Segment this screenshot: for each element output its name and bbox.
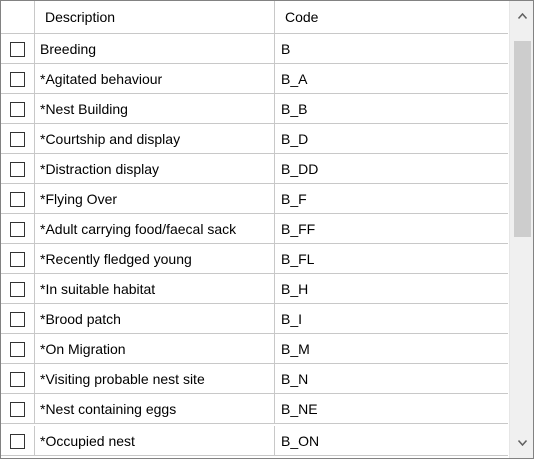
row-checkbox[interactable]: [10, 161, 25, 177]
header-check-column: [1, 1, 35, 33]
description-cell[interactable]: *On Migration: [35, 334, 275, 363]
row-checkbox-cell: [1, 184, 35, 213]
row-checkbox-cell: [1, 94, 35, 123]
code-cell[interactable]: B_A: [281, 70, 308, 87]
row-checkbox[interactable]: [10, 101, 25, 117]
table-row[interactable]: *Visiting probable nest site B_N: [1, 364, 508, 394]
table-row[interactable]: *Brood patch B_I: [1, 304, 508, 334]
description-cell[interactable]: *Nest containing eggs: [35, 394, 275, 423]
description-cell[interactable]: Breeding: [35, 34, 275, 63]
description-cell[interactable]: *Nest Building: [35, 94, 275, 123]
code-cell[interactable]: B_NE: [281, 400, 318, 417]
code-cell[interactable]: B_N: [281, 370, 309, 387]
code-cell[interactable]: B_M: [281, 340, 310, 357]
vertical-scrollbar[interactable]: [509, 1, 533, 458]
row-checkbox[interactable]: [10, 341, 25, 357]
code-cell[interactable]: B_H: [281, 280, 309, 297]
code-cell[interactable]: B_FF: [281, 220, 316, 237]
header-code[interactable]: Code: [285, 9, 319, 25]
code-cell[interactable]: B_D: [281, 130, 309, 147]
chevron-down-icon: [517, 440, 527, 446]
table-row[interactable]: *Flying Over B_F: [1, 184, 508, 214]
description-cell[interactable]: *Brood patch: [35, 304, 275, 333]
row-checkbox[interactable]: [10, 191, 25, 207]
code-cell[interactable]: B_FL: [281, 250, 315, 267]
row-checkbox[interactable]: [10, 221, 25, 237]
row-checkbox-cell: [1, 426, 35, 455]
row-checkbox[interactable]: [10, 401, 25, 417]
row-checkbox[interactable]: [10, 311, 25, 327]
description-cell[interactable]: *Distraction display: [35, 154, 275, 183]
table-row[interactable]: *Courtship and display B_D: [1, 124, 508, 154]
row-checkbox[interactable]: [10, 251, 25, 267]
grid-header: Description Code: [1, 1, 508, 34]
code-cell[interactable]: B_I: [281, 310, 303, 327]
row-checkbox-cell: [1, 304, 35, 333]
table-row[interactable]: *Nest containing eggs B_NE: [1, 394, 508, 424]
grid-body: Description Code Breeding B *Agitated beha…: [1, 1, 508, 458]
row-checkbox[interactable]: [10, 71, 25, 87]
table-row[interactable]: *Nest Building B_B: [1, 94, 508, 124]
row-checkbox-cell: [1, 394, 35, 423]
description-cell[interactable]: *In suitable habitat: [35, 274, 275, 303]
table-row[interactable]: *In suitable habitat B_H: [1, 274, 508, 304]
scrollbar-thumb[interactable]: [514, 41, 531, 237]
table-row[interactable]: *On Migration B_M: [1, 334, 508, 364]
row-checkbox-cell: [1, 334, 35, 363]
description-cell[interactable]: *Visiting probable nest site: [35, 364, 275, 393]
row-checkbox-cell: [1, 364, 35, 393]
code-cell[interactable]: B_F: [281, 190, 307, 207]
table-row[interactable]: *Recently fledged young B_FL: [1, 244, 508, 274]
scroll-up-button[interactable]: [510, 1, 533, 31]
row-checkbox[interactable]: [10, 433, 25, 449]
description-cell[interactable]: *Courtship and display: [35, 124, 275, 153]
row-checkbox[interactable]: [10, 371, 25, 387]
row-checkbox[interactable]: [10, 41, 25, 57]
row-checkbox-cell: [1, 214, 35, 243]
chevron-up-icon: [517, 13, 527, 19]
description-cell[interactable]: *Flying Over: [35, 184, 275, 213]
row-checkbox-cell: [1, 124, 35, 153]
row-checkbox-cell: [1, 274, 35, 303]
description-cell[interactable]: *Recently fledged young: [35, 244, 275, 273]
table-row[interactable]: *Agitated behaviour B_A: [1, 64, 508, 94]
table-row[interactable]: *Adult carrying food/faecal sack B_FF: [1, 214, 508, 244]
description-cell[interactable]: *Agitated behaviour: [35, 64, 275, 93]
code-cell[interactable]: B: [281, 40, 291, 57]
code-cell[interactable]: B_ON: [281, 432, 320, 449]
code-cell[interactable]: B_B: [281, 100, 308, 117]
table-row[interactable]: *Occupied nest B_ON: [1, 426, 508, 456]
header-description[interactable]: Description: [35, 1, 275, 33]
row-checkbox-cell: [1, 154, 35, 183]
table-row[interactable]: *Distraction display B_DD: [1, 154, 508, 184]
row-checkbox[interactable]: [10, 281, 25, 297]
row-checkbox-cell: [1, 64, 35, 93]
row-checkbox[interactable]: [10, 131, 25, 147]
table-row[interactable]: Breeding B: [1, 34, 508, 64]
row-checkbox-cell: [1, 34, 35, 63]
scroll-down-button[interactable]: [510, 428, 533, 458]
code-cell[interactable]: B_DD: [281, 160, 319, 177]
row-checkbox-cell: [1, 244, 35, 273]
description-cell[interactable]: *Occupied nest: [35, 426, 275, 455]
description-cell[interactable]: *Adult carrying food/faecal sack: [35, 214, 275, 243]
